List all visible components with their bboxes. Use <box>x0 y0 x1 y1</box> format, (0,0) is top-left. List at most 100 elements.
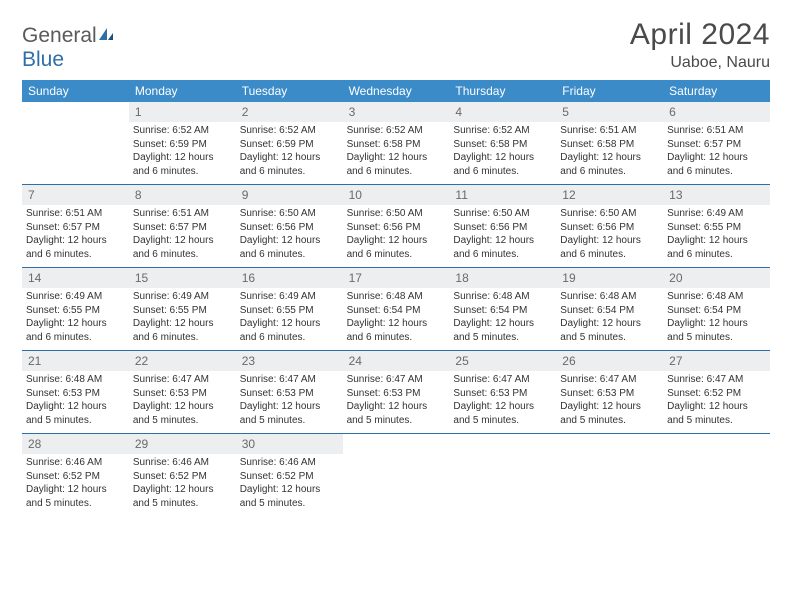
day-number: 1 <box>129 102 236 122</box>
sunset-text: Sunset: 6:58 PM <box>560 138 659 152</box>
day-cell: 19Sunrise: 6:48 AMSunset: 6:54 PMDayligh… <box>556 268 663 350</box>
daylight-text: Daylight: 12 hours and 6 minutes. <box>347 234 446 261</box>
weeks-container: 1Sunrise: 6:52 AMSunset: 6:59 PMDaylight… <box>22 102 770 516</box>
month-title: April 2024 <box>630 18 770 52</box>
day-body: Sunrise: 6:50 AMSunset: 6:56 PMDaylight:… <box>556 205 663 265</box>
sunset-text: Sunset: 6:54 PM <box>453 304 552 318</box>
sunset-text: Sunset: 6:57 PM <box>26 221 125 235</box>
sunrise-text: Sunrise: 6:51 AM <box>26 207 125 221</box>
daylight-text: Daylight: 12 hours and 5 minutes. <box>560 317 659 344</box>
day-body: Sunrise: 6:52 AMSunset: 6:58 PMDaylight:… <box>343 122 450 182</box>
day-body: Sunrise: 6:47 AMSunset: 6:53 PMDaylight:… <box>556 371 663 431</box>
weekday-header: Saturday <box>663 80 770 102</box>
weekday-header: Monday <box>129 80 236 102</box>
day-cell: 15Sunrise: 6:49 AMSunset: 6:55 PMDayligh… <box>129 268 236 350</box>
sunrise-text: Sunrise: 6:52 AM <box>347 124 446 138</box>
daylight-text: Daylight: 12 hours and 6 minutes. <box>347 317 446 344</box>
day-number: 21 <box>22 351 129 371</box>
day-cell: 12Sunrise: 6:50 AMSunset: 6:56 PMDayligh… <box>556 185 663 267</box>
sunrise-text: Sunrise: 6:50 AM <box>453 207 552 221</box>
day-number: 14 <box>22 268 129 288</box>
sunset-text: Sunset: 6:56 PM <box>240 221 339 235</box>
day-cell <box>343 434 450 516</box>
day-body: Sunrise: 6:47 AMSunset: 6:52 PMDaylight:… <box>663 371 770 431</box>
day-cell: 27Sunrise: 6:47 AMSunset: 6:52 PMDayligh… <box>663 351 770 433</box>
day-number: 5 <box>556 102 663 122</box>
day-body: Sunrise: 6:47 AMSunset: 6:53 PMDaylight:… <box>236 371 343 431</box>
logo-word1: General <box>22 24 97 47</box>
day-cell: 4Sunrise: 6:52 AMSunset: 6:58 PMDaylight… <box>449 102 556 184</box>
sunset-text: Sunset: 6:55 PM <box>667 221 766 235</box>
sunset-text: Sunset: 6:55 PM <box>26 304 125 318</box>
day-cell: 6Sunrise: 6:51 AMSunset: 6:57 PMDaylight… <box>663 102 770 184</box>
sunrise-text: Sunrise: 6:47 AM <box>560 373 659 387</box>
sunset-text: Sunset: 6:54 PM <box>560 304 659 318</box>
sunset-text: Sunset: 6:53 PM <box>453 387 552 401</box>
day-cell: 13Sunrise: 6:49 AMSunset: 6:55 PMDayligh… <box>663 185 770 267</box>
day-number: 20 <box>663 268 770 288</box>
sunset-text: Sunset: 6:53 PM <box>240 387 339 401</box>
day-body: Sunrise: 6:46 AMSunset: 6:52 PMDaylight:… <box>22 454 129 514</box>
day-number: 19 <box>556 268 663 288</box>
logo-sail-icon <box>97 24 115 48</box>
day-cell: 10Sunrise: 6:50 AMSunset: 6:56 PMDayligh… <box>343 185 450 267</box>
daylight-text: Daylight: 12 hours and 6 minutes. <box>560 151 659 178</box>
day-number: 11 <box>449 185 556 205</box>
day-number: 23 <box>236 351 343 371</box>
week-row: 1Sunrise: 6:52 AMSunset: 6:59 PMDaylight… <box>22 102 770 185</box>
daylight-text: Daylight: 12 hours and 5 minutes. <box>133 400 232 427</box>
sunrise-text: Sunrise: 6:51 AM <box>667 124 766 138</box>
daylight-text: Daylight: 12 hours and 5 minutes. <box>667 400 766 427</box>
daylight-text: Daylight: 12 hours and 6 minutes. <box>133 151 232 178</box>
daylight-text: Daylight: 12 hours and 5 minutes. <box>133 483 232 510</box>
day-number: 2 <box>236 102 343 122</box>
day-cell: 3Sunrise: 6:52 AMSunset: 6:58 PMDaylight… <box>343 102 450 184</box>
daylight-text: Daylight: 12 hours and 6 minutes. <box>26 234 125 261</box>
day-cell: 16Sunrise: 6:49 AMSunset: 6:55 PMDayligh… <box>236 268 343 350</box>
day-cell: 5 Sunrise: 6:51 AMSunset: 6:58 PMDaylight… <box>556 102 663 184</box>
day-cell: 9Sunrise: 6:50 AMSunset: 6:56 PMDaylight… <box>236 185 343 267</box>
sunrise-text: Sunrise: 6:52 AM <box>240 124 339 138</box>
day-number: 18 <box>449 268 556 288</box>
sunrise-text: Sunrise: 6:48 AM <box>347 290 446 304</box>
day-body: Sunrise: 6:52 AMSunset: 6:59 PMDaylight:… <box>129 122 236 182</box>
week-row: 21Sunrise: 6:48 AMSunset: 6:53 PMDayligh… <box>22 351 770 434</box>
weekday-header-row: Sunday Monday Tuesday Wednesday Thursday… <box>22 80 770 102</box>
sunset-text: Sunset: 6:52 PM <box>240 470 339 484</box>
day-body: Sunrise: 6:50 AMSunset: 6:56 PMDaylight:… <box>343 205 450 265</box>
sunset-text: Sunset: 6:53 PM <box>133 387 232 401</box>
logo-text: GeneralBlue <box>22 24 115 72</box>
day-number: 7 <box>22 185 129 205</box>
day-number: 22 <box>129 351 236 371</box>
sunset-text: Sunset: 6:56 PM <box>453 221 552 235</box>
sunrise-text: Sunrise: 6:50 AM <box>347 207 446 221</box>
sunrise-text: Sunrise: 6:52 AM <box>133 124 232 138</box>
sunset-text: Sunset: 6:53 PM <box>26 387 125 401</box>
daylight-text: Daylight: 12 hours and 6 minutes. <box>240 317 339 344</box>
day-body: Sunrise: 6:50 AMSunset: 6:56 PMDaylight:… <box>449 205 556 265</box>
daylight-text: Daylight: 12 hours and 6 minutes. <box>667 234 766 261</box>
day-cell: 25Sunrise: 6:47 AMSunset: 6:53 PMDayligh… <box>449 351 556 433</box>
day-cell <box>449 434 556 516</box>
daylight-text: Daylight: 12 hours and 5 minutes. <box>240 483 339 510</box>
sunrise-text: Sunrise: 6:51 AM <box>560 124 659 138</box>
day-body: Sunrise: 6:47 AMSunset: 6:53 PMDaylight:… <box>129 371 236 431</box>
day-body: Sunrise: 6:47 AMSunset: 6:53 PMDaylight:… <box>343 371 450 431</box>
day-body: Sunrise: 6:51 AMSunset: 6:57 PMDaylight:… <box>22 205 129 265</box>
sunset-text: Sunset: 6:52 PM <box>133 470 232 484</box>
daylight-text: Daylight: 12 hours and 6 minutes. <box>133 317 232 344</box>
daylight-text: Daylight: 12 hours and 6 minutes. <box>240 234 339 261</box>
weekday-header: Sunday <box>22 80 129 102</box>
sunrise-text: Sunrise: 6:49 AM <box>133 290 232 304</box>
day-cell: 24Sunrise: 6:47 AMSunset: 6:53 PMDayligh… <box>343 351 450 433</box>
sunset-text: Sunset: 6:52 PM <box>667 387 766 401</box>
sunrise-text: Sunrise: 6:47 AM <box>133 373 232 387</box>
day-cell: 8Sunrise: 6:51 AMSunset: 6:57 PMDaylight… <box>129 185 236 267</box>
sunrise-text: Sunrise: 6:47 AM <box>240 373 339 387</box>
day-number: 30 <box>236 434 343 454</box>
sunrise-text: Sunrise: 6:51 AM <box>133 207 232 221</box>
day-number: 24 <box>343 351 450 371</box>
day-number: 15 <box>129 268 236 288</box>
day-body: Sunrise: 6:52 AMSunset: 6:58 PMDaylight:… <box>449 122 556 182</box>
daylight-text: Daylight: 12 hours and 6 minutes. <box>347 151 446 178</box>
